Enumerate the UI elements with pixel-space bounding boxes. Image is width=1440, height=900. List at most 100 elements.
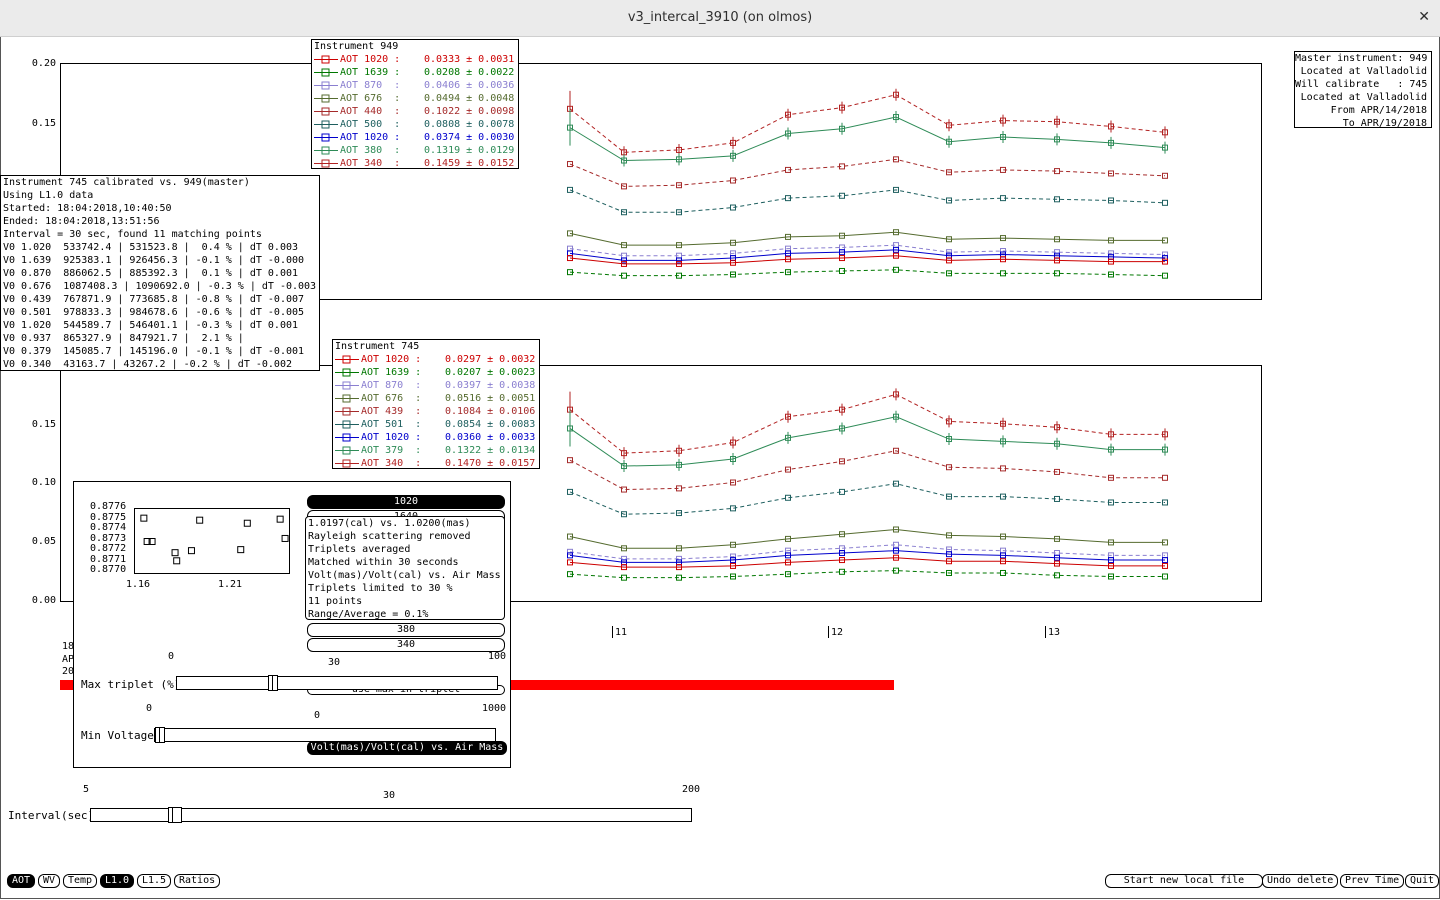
data-point-marker[interactable] [785,535,791,542]
data-point-marker[interactable] [785,269,791,276]
data-point-marker[interactable] [567,161,573,168]
data-point-marker[interactable] [839,255,845,262]
data-point-marker[interactable] [1108,573,1114,580]
data-point-marker[interactable] [676,555,682,562]
min-voltage-slider-thumb[interactable] [155,727,165,743]
data-point-marker[interactable] [1000,533,1006,540]
data-point-marker[interactable] [567,230,573,237]
mini-data-point[interactable] [143,538,151,546]
data-point-marker[interactable] [621,209,627,216]
data-point-marker[interactable] [893,266,899,273]
data-point-marker[interactable] [893,246,899,253]
mode-button-l10[interactable]: L1.0 [100,874,135,888]
max-triplet-slider-thumb[interactable] [268,675,278,691]
data-point-marker[interactable] [839,232,845,239]
data-point-marker[interactable] [1162,272,1168,279]
data-point-marker[interactable] [893,186,899,193]
mode-button-wv[interactable]: WV [38,874,61,888]
data-point-marker[interactable] [893,229,899,236]
data-point-marker[interactable] [567,571,573,578]
data-point-marker[interactable] [567,552,573,559]
data-point-marker[interactable] [621,545,627,552]
top-plot-area[interactable] [60,63,1260,298]
data-point-marker[interactable] [1000,465,1006,472]
data-point-marker[interactable] [621,272,627,279]
data-point-marker[interactable] [1108,562,1114,569]
mini-data-point[interactable] [171,549,179,557]
data-point-marker[interactable] [785,195,791,202]
data-point-marker[interactable] [730,553,736,560]
data-point-marker[interactable] [893,554,899,561]
data-point-marker[interactable] [1108,237,1114,244]
data-point-marker[interactable] [676,485,682,492]
data-point-marker[interactable] [730,479,736,486]
data-point-marker[interactable] [839,531,845,538]
data-point-marker[interactable] [1000,248,1006,254]
data-point-marker[interactable] [1054,236,1060,243]
data-point-marker[interactable] [567,488,573,495]
data-point-marker[interactable] [946,558,952,565]
data-point-marker[interactable] [676,564,682,571]
data-point-marker[interactable] [1054,554,1060,561]
data-point-marker[interactable] [1000,256,1006,263]
data-point-marker[interactable] [1108,557,1114,564]
data-point-marker[interactable] [946,551,952,558]
data-point-marker[interactable] [893,480,899,487]
data-point-marker[interactable] [1162,539,1168,546]
data-point-marker[interactable] [1108,258,1114,265]
data-point-marker[interactable] [839,488,845,495]
data-point-marker[interactable] [946,197,952,204]
prev-time-button[interactable]: Prev Time [1340,874,1405,888]
data-point-marker[interactable] [567,533,573,540]
data-point-marker[interactable] [1108,197,1114,204]
plot-mode-button[interactable]: Volt(mas)/Volt(cal) vs. Air Mass [307,741,507,755]
data-point-marker[interactable] [946,569,952,576]
data-point-marker[interactable] [839,557,845,564]
data-point-marker[interactable] [946,532,952,539]
data-point-marker[interactable] [1108,271,1114,278]
mini-data-point[interactable] [173,557,181,565]
data-point-marker[interactable] [1108,170,1114,177]
data-point-marker[interactable] [621,564,627,571]
data-point-marker[interactable] [839,568,845,575]
data-point-marker[interactable] [1162,557,1168,564]
data-point-marker[interactable] [785,552,791,559]
data-point-marker[interactable] [893,447,899,454]
data-point-marker[interactable] [730,239,736,246]
data-point-marker[interactable] [621,574,627,581]
data-point-marker[interactable] [946,270,952,277]
data-point-marker[interactable] [785,559,791,566]
quit-button[interactable]: Quit [1405,874,1440,888]
data-point-marker[interactable] [621,511,627,518]
data-point-marker[interactable] [1162,499,1168,506]
data-point-marker[interactable] [1162,199,1168,206]
data-point-marker[interactable] [946,257,952,264]
data-point-marker[interactable] [839,192,845,199]
mini-data-point[interactable] [140,514,148,522]
data-point-marker[interactable] [946,464,952,471]
data-point-marker[interactable] [1054,560,1060,567]
data-point-marker[interactable] [785,233,791,240]
data-point-marker[interactable] [730,204,736,211]
mini-data-point[interactable] [237,546,245,554]
data-point-marker[interactable] [730,573,736,580]
data-point-marker[interactable] [839,458,845,465]
airmass-ratio-mini-plot[interactable] [134,508,290,574]
data-point-marker[interactable] [621,260,627,267]
data-point-marker[interactable] [1162,474,1168,481]
data-point-marker[interactable] [567,255,573,262]
data-point-marker[interactable] [676,257,682,264]
data-point-marker[interactable] [676,574,682,581]
interval-slider[interactable] [90,807,692,823]
data-point-marker[interactable] [621,183,627,190]
bottom-plot-area[interactable] [60,365,1260,600]
mini-data-point[interactable] [276,515,284,523]
mode-button-ratios[interactable]: Ratios [174,874,221,888]
data-point-marker[interactable] [676,510,682,517]
data-point-marker[interactable] [730,562,736,569]
data-point-marker[interactable] [621,486,627,493]
mode-button-l15[interactable]: L1.5 [137,874,172,888]
data-point-marker[interactable] [621,257,627,264]
mini-data-point[interactable] [148,538,156,546]
wavelength-380-button[interactable]: 380 [307,623,505,637]
